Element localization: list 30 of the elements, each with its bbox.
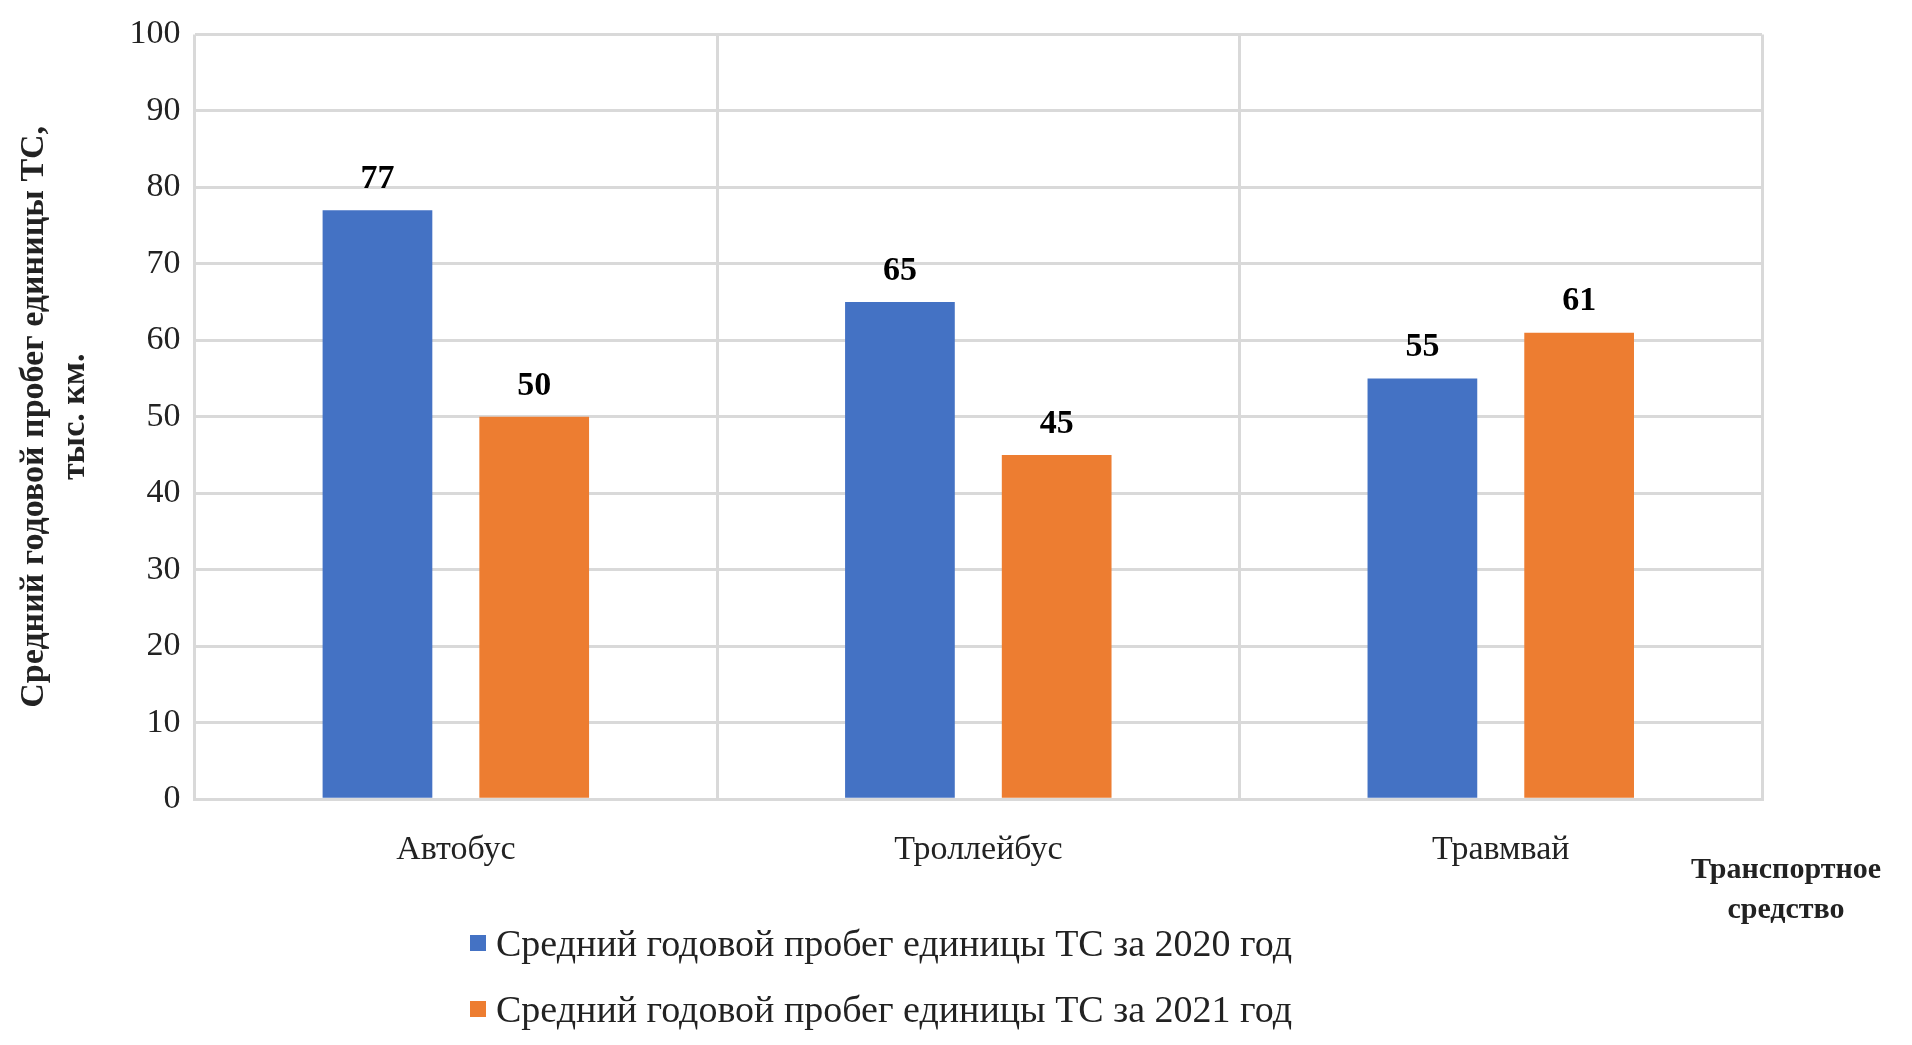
y-tick-label: 30 (146, 548, 181, 586)
data-label: 77 (360, 158, 395, 196)
y-tick-label: 90 (146, 89, 181, 127)
x-axis-title: Транспортное средство (1689, 850, 1883, 926)
data-label: 50 (517, 364, 552, 402)
legend-label: Средний годовой пробег единицы ТС за 2021 год (496, 987, 1292, 1031)
y-tick-label: 60 (146, 319, 181, 357)
y-tick-label: 80 (146, 166, 181, 204)
y-tick-label: 70 (146, 242, 181, 280)
legend-label: Средний годовой пробег единицы ТС за 2020 год (496, 921, 1292, 965)
bar (1524, 332, 1634, 798)
y-tick-label: 50 (146, 395, 181, 433)
bar (322, 210, 433, 798)
x-tick-label: Автобус (396, 828, 516, 866)
y-axis-title: Средний годовой пробег единицы ТС, тыс. км. (13, 125, 91, 708)
bar (479, 416, 590, 798)
y-tick-label: 100 (129, 13, 181, 51)
y-tick-label: 0 (163, 778, 181, 816)
bar (1367, 378, 1478, 798)
y-tick-label: 10 (146, 701, 181, 739)
x-tick-label: Троллейбус (894, 828, 1063, 866)
data-label: 65 (882, 249, 917, 287)
bar (1001, 455, 1112, 798)
x-tick-label: Травмвай (1432, 828, 1570, 866)
data-label: 55 (1405, 326, 1440, 364)
bar (845, 302, 955, 798)
data-label: 45 (1039, 402, 1074, 440)
y-tick-label: 40 (146, 472, 181, 510)
y-tick-label: 20 (146, 625, 181, 663)
data-label: 61 (1562, 280, 1597, 318)
